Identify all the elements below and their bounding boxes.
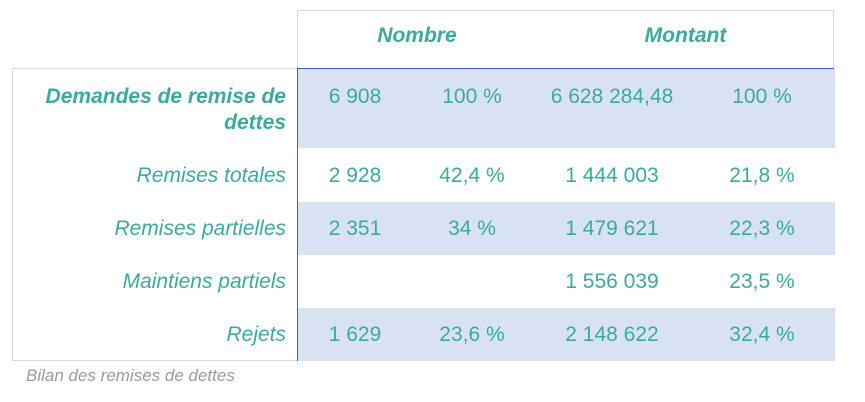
row-shade [298, 308, 835, 361]
table-row: Remises totales 2 928 42,4 % 1 444 003 2… [12, 148, 835, 202]
column-header-nombre: Nombre [377, 24, 457, 47]
cell-nombre: 2 351 [328, 217, 382, 240]
cell-montant: 2 148 622 [565, 323, 659, 346]
row-label: Rejets [226, 323, 286, 346]
row-label: Maintiens partiels [122, 270, 286, 293]
table-row: Demandes de remise de dettes 6 908 100 %… [12, 68, 835, 148]
cell-nombre-pct: 23,6 % [439, 323, 505, 346]
cell-montant: 6 628 284,48 [550, 85, 674, 108]
header-divider-line [297, 68, 834, 69]
table-header-box [297, 10, 834, 68]
cell-montant-pct: 100 % [732, 85, 792, 108]
table-row: Maintiens partiels 1 556 039 23,5 % [12, 255, 835, 308]
cell-nombre-pct: 100 % [442, 85, 502, 108]
cell-montant-pct: 21,8 % [729, 164, 795, 187]
cell-montant: 1 479 621 [565, 217, 659, 240]
column-header-montant: Montant [644, 24, 727, 47]
label-divider-line [297, 68, 298, 361]
row-labels-box [12, 68, 298, 361]
cell-nombre: 6 908 [328, 85, 382, 108]
cell-montant-pct: 32,4 % [729, 323, 795, 346]
cell-nombre: 2 928 [328, 164, 382, 187]
cell-montant: 1 556 039 [565, 270, 659, 293]
row-shade [298, 68, 835, 148]
cell-montant-pct: 22,3 % [729, 217, 795, 240]
table-row: Remises partielles 2 351 34 % 1 479 621 … [12, 202, 835, 255]
table-row: Rejets 1 629 23,6 % 2 148 622 32,4 % [12, 308, 835, 361]
table-caption: Bilan des remises de dettes [26, 366, 235, 385]
cell-nombre: 1 629 [328, 323, 382, 346]
cell-nombre-pct: 34 % [448, 217, 496, 240]
row-label: Remises partielles [114, 217, 286, 240]
cell-montant: 1 444 003 [565, 164, 659, 187]
row-shade [298, 202, 835, 255]
row-label: Demandes de remise de dettes [45, 85, 286, 134]
row-label: Remises totales [136, 164, 286, 187]
cell-nombre-pct: 42,4 % [439, 164, 505, 187]
cell-montant-pct: 23,5 % [729, 270, 795, 293]
